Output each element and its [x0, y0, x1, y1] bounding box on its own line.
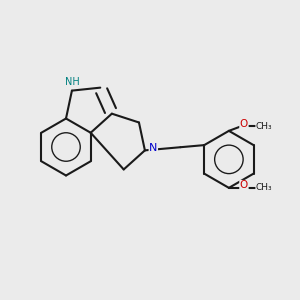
Text: N: N: [149, 143, 158, 153]
Text: NH: NH: [64, 77, 79, 87]
Text: O: O: [240, 181, 248, 190]
Text: CH₃: CH₃: [256, 122, 273, 131]
Text: CH₃: CH₃: [256, 183, 273, 192]
Text: O: O: [240, 119, 248, 129]
